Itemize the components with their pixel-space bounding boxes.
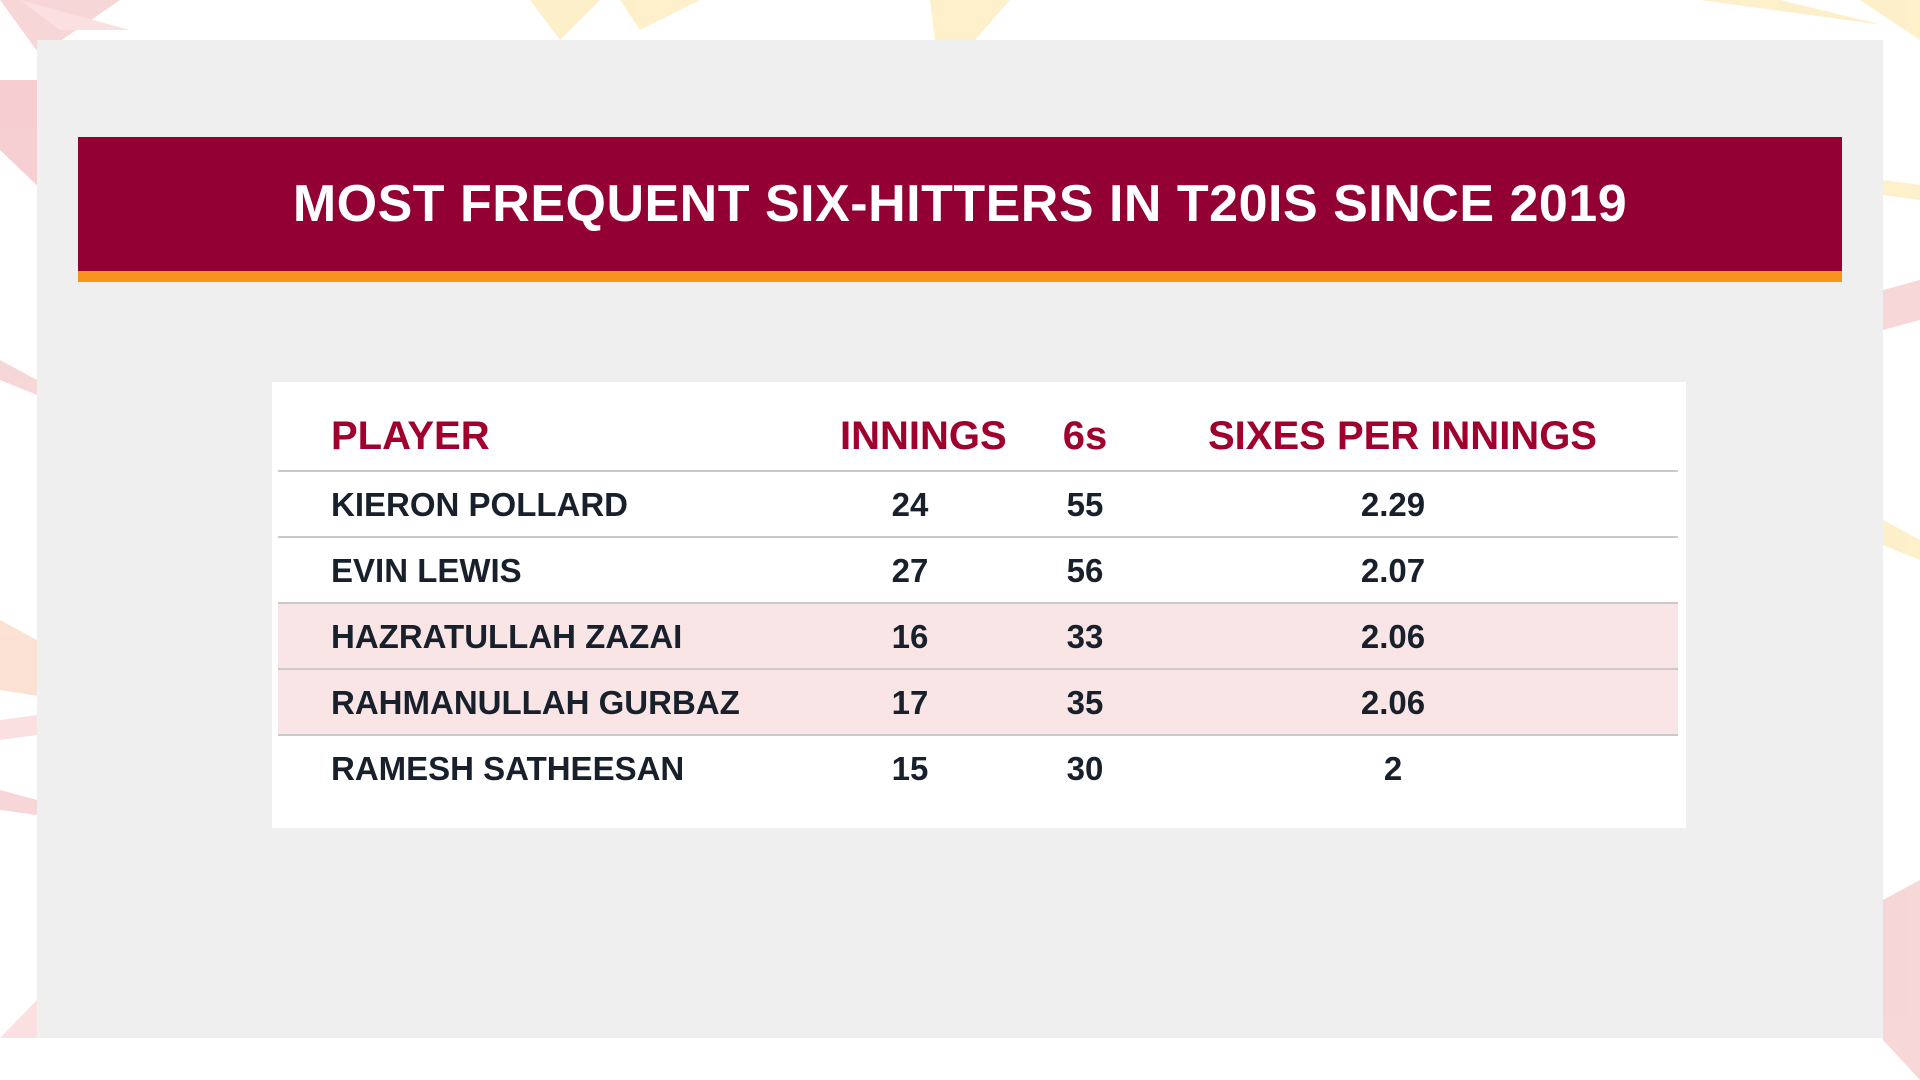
cell-innings: 27 — [891, 552, 929, 589]
cell-player: EVIN LEWIS — [331, 552, 522, 589]
ray — [1883, 280, 1920, 330]
table-row: RAMESH SATHEESAN 15 30 2 — [278, 736, 1678, 800]
ray — [1883, 180, 1920, 200]
header-innings: INNINGS — [840, 414, 1007, 458]
ray — [1860, 0, 1920, 40]
cell-sixes: 35 — [1066, 684, 1104, 721]
ray — [0, 1000, 37, 1038]
table-row: RAHMANULLAH GURBAZ 17 35 2.06 — [278, 670, 1678, 736]
title-banner: MOST FREQUENT SIX-HITTERS IN T20IS SINCE… — [78, 137, 1842, 271]
table-header: PLAYER INNINGS 6s SIXES PER INNINGS — [278, 382, 1678, 472]
header-sixes-per-innings: SIXES PER INNINGS — [1208, 414, 1597, 458]
ray — [1883, 880, 1920, 1080]
ray — [0, 360, 37, 395]
stats-table: PLAYER INNINGS 6s SIXES PER INNINGS KIER… — [272, 382, 1686, 828]
table-row: EVIN LEWIS 27 56 2.07 — [278, 538, 1678, 604]
cell-innings: 24 — [891, 486, 929, 523]
header-player: PLAYER — [331, 414, 490, 458]
header-sixes: 6s — [1062, 414, 1108, 458]
cell-player: RAHMANULLAH GURBAZ — [331, 684, 740, 721]
ray — [620, 0, 700, 30]
cell-sixes: 56 — [1066, 552, 1104, 589]
ray — [0, 715, 37, 740]
cell-sixes-per-innings: 2 — [1383, 750, 1403, 787]
table-row: HAZRATULLAH ZAZAI 16 33 2.06 — [278, 604, 1678, 670]
ray — [1883, 520, 1920, 560]
ray — [0, 790, 37, 815]
cell-player: KIERON POLLARD — [331, 486, 628, 523]
ray — [530, 0, 600, 40]
cell-innings: 17 — [891, 684, 929, 721]
ray — [1700, 0, 1883, 25]
cell-sixes: 55 — [1066, 486, 1104, 523]
cell-sixes-per-innings: 2.06 — [1360, 618, 1426, 655]
cell-sixes: 30 — [1066, 750, 1104, 787]
cell-sixes-per-innings: 2.29 — [1360, 486, 1426, 523]
table-row: KIERON POLLARD 24 55 2.29 — [278, 472, 1678, 538]
ray — [20, 0, 130, 30]
chart-title: MOST FREQUENT SIX-HITTERS IN T20IS SINCE… — [292, 175, 1628, 233]
title-stripe — [78, 271, 1842, 282]
cell-player: RAMESH SATHEESAN — [331, 750, 685, 787]
cell-player: HAZRATULLAH ZAZAI — [331, 618, 683, 655]
cell-sixes-per-innings: 2.06 — [1360, 684, 1426, 721]
cell-sixes: 33 — [1066, 618, 1104, 655]
cell-innings: 15 — [891, 750, 929, 787]
cell-sixes-per-innings: 2.07 — [1360, 552, 1426, 589]
cell-innings: 16 — [891, 618, 929, 655]
